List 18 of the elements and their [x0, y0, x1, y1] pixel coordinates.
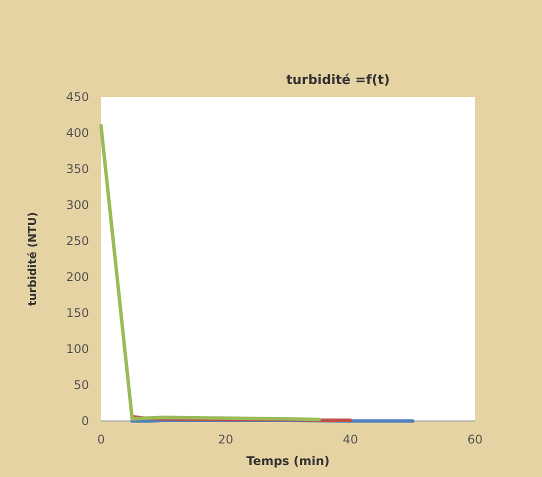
y-tick-label: 100 — [66, 342, 89, 356]
y-axis-title: turbidité (NTU) — [26, 212, 39, 306]
y-tick-label: 50 — [74, 378, 89, 392]
y-tick-label: 300 — [66, 198, 89, 212]
y-tick-label: 350 — [66, 162, 89, 176]
x-tick-label: 0 — [97, 432, 105, 447]
x-tick-label: 20 — [218, 432, 234, 447]
x-tick-label: 40 — [342, 432, 358, 447]
x-axis-title: Temps (min) — [246, 454, 330, 468]
y-tick-label: 450 — [66, 90, 89, 104]
y-tick-label: 200 — [66, 270, 89, 284]
line-series — [99, 124, 321, 422]
y-tick-label: 250 — [66, 234, 89, 248]
y-tick-label: 0 — [81, 414, 89, 428]
y-tick-label: 150 — [66, 306, 89, 320]
chart-title: turbidité =f(t) — [286, 73, 390, 88]
y-tick-label: 400 — [66, 126, 89, 140]
x-tick-label: 60 — [467, 432, 483, 447]
